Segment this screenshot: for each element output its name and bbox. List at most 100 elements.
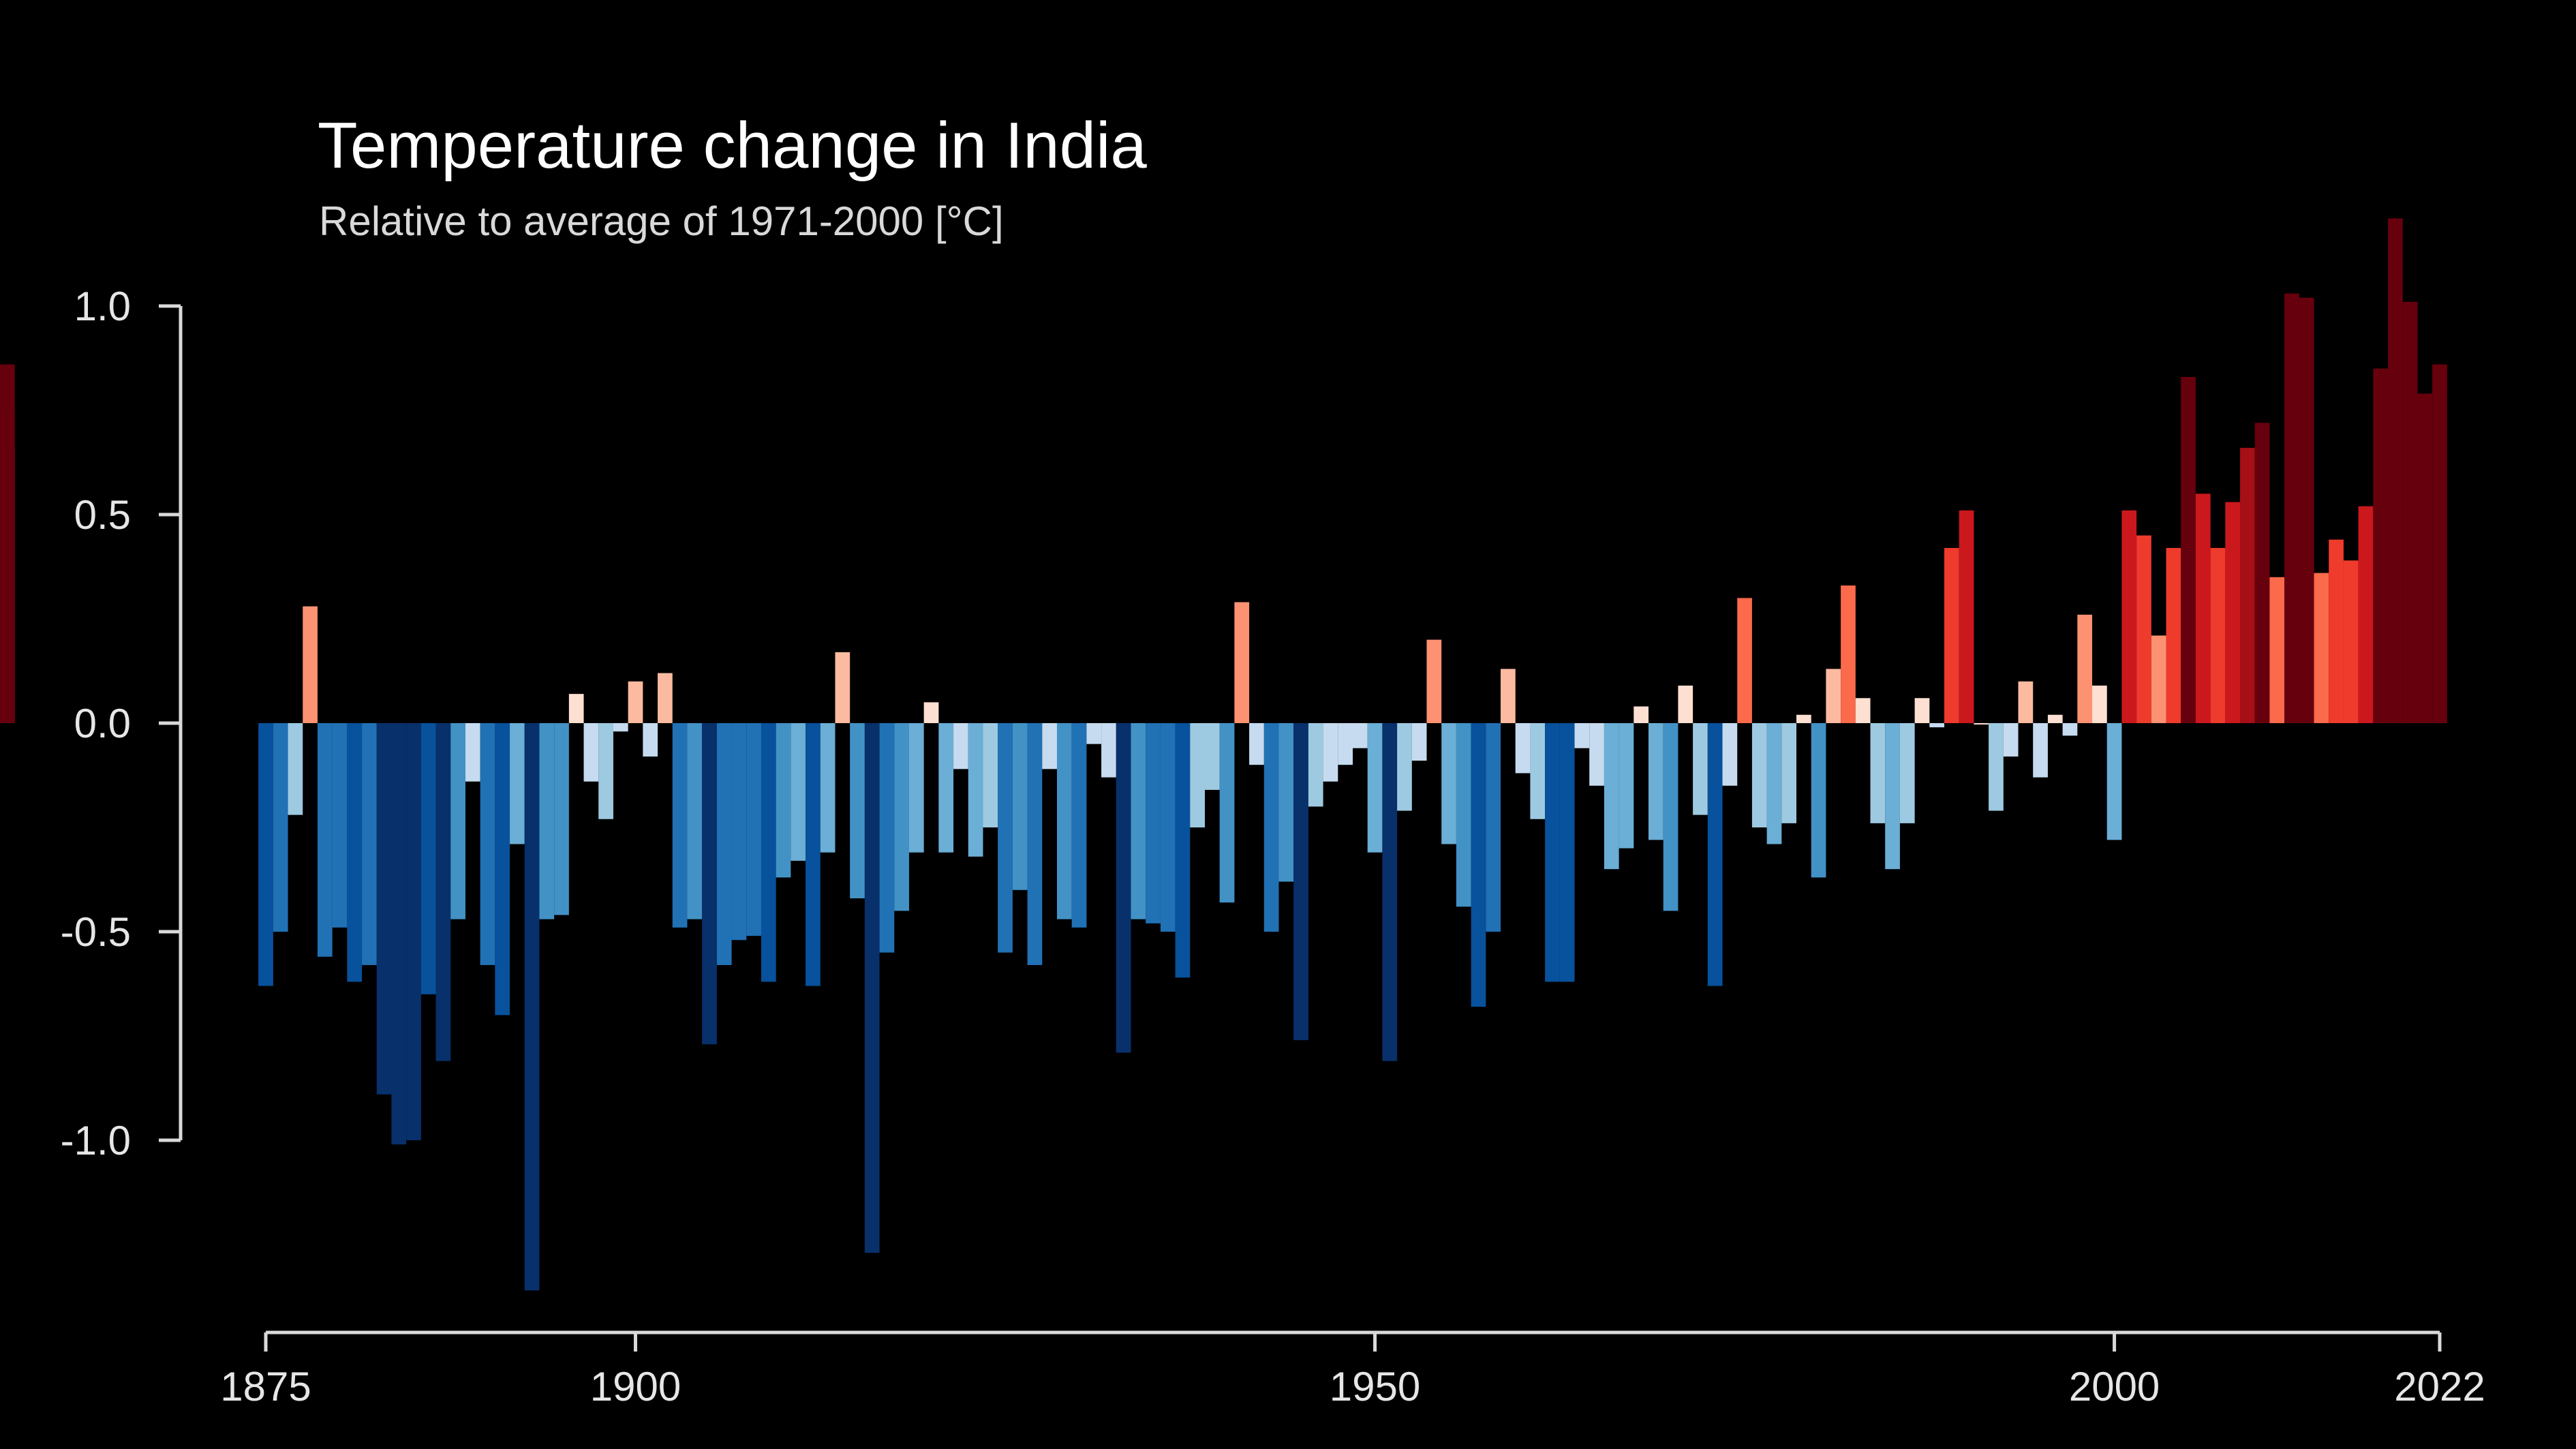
bar-1989 — [1944, 547, 1959, 723]
bar-1977 — [1766, 723, 1782, 844]
x-tick-label: 2022 — [2394, 1364, 2485, 1409]
y-tick-label: -1.0 — [61, 1118, 131, 1163]
bar-2001 — [2121, 510, 2137, 723]
bar-2014 — [2314, 573, 2329, 723]
bar-1974 — [1722, 723, 1738, 786]
x-tick-label: 1900 — [590, 1364, 681, 1409]
bar-1891 — [495, 723, 510, 1016]
bar-1957 — [1471, 723, 1486, 1007]
x-axis: 1875 1900 1950 2000 2022 — [220, 1330, 2485, 1409]
bar-1950 — [1367, 723, 1383, 853]
bar-1981 — [1826, 669, 1841, 723]
bar-2016 — [2343, 560, 2359, 723]
bars-group — [0, 218, 2447, 1291]
bar-1884 — [391, 723, 407, 1145]
bar-1920 — [923, 702, 939, 723]
x-tick-label: 2000 — [2069, 1364, 2160, 1409]
bar-1968 — [1634, 706, 1649, 723]
bar-2021 — [2417, 393, 2433, 723]
bar-1905 — [702, 723, 717, 1045]
bar-1991 — [1974, 723, 1989, 724]
bar-1895 — [554, 723, 569, 915]
bar-2019 — [2388, 218, 2403, 724]
bar-1939 — [1204, 723, 1220, 790]
bar-1914 — [835, 652, 850, 723]
x-tick-label: 1950 — [1330, 1364, 1420, 1409]
y-tick-label: 1.0 — [74, 284, 131, 329]
bar-1889 — [465, 723, 480, 782]
bar-1896 — [568, 694, 584, 723]
bar-1995 — [2033, 723, 2048, 778]
bar-1883 — [376, 723, 392, 1095]
bar-2011 — [2269, 577, 2285, 723]
bar-1899 — [613, 723, 628, 732]
bar-1882 — [362, 723, 377, 965]
y-axis: 1.0 0.5 0.0 -0.5 -1.0 — [61, 284, 183, 1163]
bar-1887 — [435, 723, 451, 1061]
bar-1898 — [598, 723, 613, 819]
bar-1955 — [1441, 723, 1456, 844]
bar-1902 — [658, 673, 673, 723]
bar-1944 — [1278, 723, 1294, 882]
bar-1931 — [1086, 723, 1102, 744]
bar-1962 — [1545, 723, 1560, 982]
bar-2009 — [2240, 448, 2255, 723]
bar-1992 — [1989, 723, 2004, 811]
bar-2000 — [2106, 723, 2122, 840]
bar-1904 — [687, 723, 703, 919]
bar-1926 — [1012, 723, 1028, 890]
bar-1941 — [1234, 602, 1250, 723]
bar-1909 — [761, 723, 776, 982]
chart-subtitle: Relative to average of 1971-2000 [°C] — [319, 198, 1004, 244]
bar-1912 — [806, 723, 821, 986]
bar-1964 — [1574, 723, 1590, 748]
bar-2017 — [2358, 506, 2374, 723]
bar-1937 — [1175, 723, 1191, 978]
bar-1927 — [1027, 723, 1043, 965]
bar-1929 — [1056, 723, 1072, 919]
bar-1960 — [1515, 723, 1531, 774]
bar-1885 — [406, 723, 421, 1140]
bar-2015 — [2329, 539, 2344, 723]
bar-1876 — [273, 723, 288, 932]
bar-1940 — [1219, 723, 1235, 903]
bar-2007 — [2210, 547, 2226, 723]
bar-1953 — [1411, 723, 1427, 761]
bar-1924 — [983, 723, 998, 827]
bar-1878 — [303, 606, 318, 723]
bar-1928 — [1042, 723, 1057, 769]
bar-1910 — [776, 723, 791, 878]
bar-1951 — [1382, 723, 1398, 1061]
bar-1907 — [731, 723, 747, 941]
bar-1987 — [1914, 698, 1930, 723]
bar-1877 — [288, 723, 303, 815]
bar-1966 — [1604, 723, 1619, 870]
bar-1972 — [1693, 723, 1708, 815]
bar-1890 — [480, 723, 495, 965]
bar-2002 — [2136, 535, 2151, 723]
bar-1892 — [510, 723, 525, 844]
bar-1935 — [1146, 723, 1161, 924]
bar-1915 — [850, 723, 865, 899]
bar-1879 — [317, 723, 333, 957]
bar-1961 — [1530, 723, 1546, 819]
bar-1918 — [894, 723, 909, 911]
bar-2008 — [2225, 502, 2241, 723]
bar-1963 — [1559, 723, 1575, 982]
y-tick-label: 0.0 — [74, 701, 131, 746]
bar-1930 — [1071, 723, 1087, 928]
bar-1934 — [1131, 723, 1146, 919]
bar-1908 — [746, 723, 761, 936]
bar-1946 — [1308, 723, 1323, 807]
bar-1986 — [1899, 723, 1915, 823]
bar-1880 — [332, 723, 348, 928]
bar-1980 — [1811, 723, 1826, 878]
bar-1978 — [1781, 723, 1797, 823]
bar-1967 — [1619, 723, 1634, 849]
bar-1971 — [1678, 685, 1693, 723]
bar-1996 — [2047, 714, 2063, 723]
bar-1976 — [1751, 723, 1767, 827]
bar-1897 — [583, 723, 599, 782]
bar-1954 — [1426, 639, 1442, 723]
